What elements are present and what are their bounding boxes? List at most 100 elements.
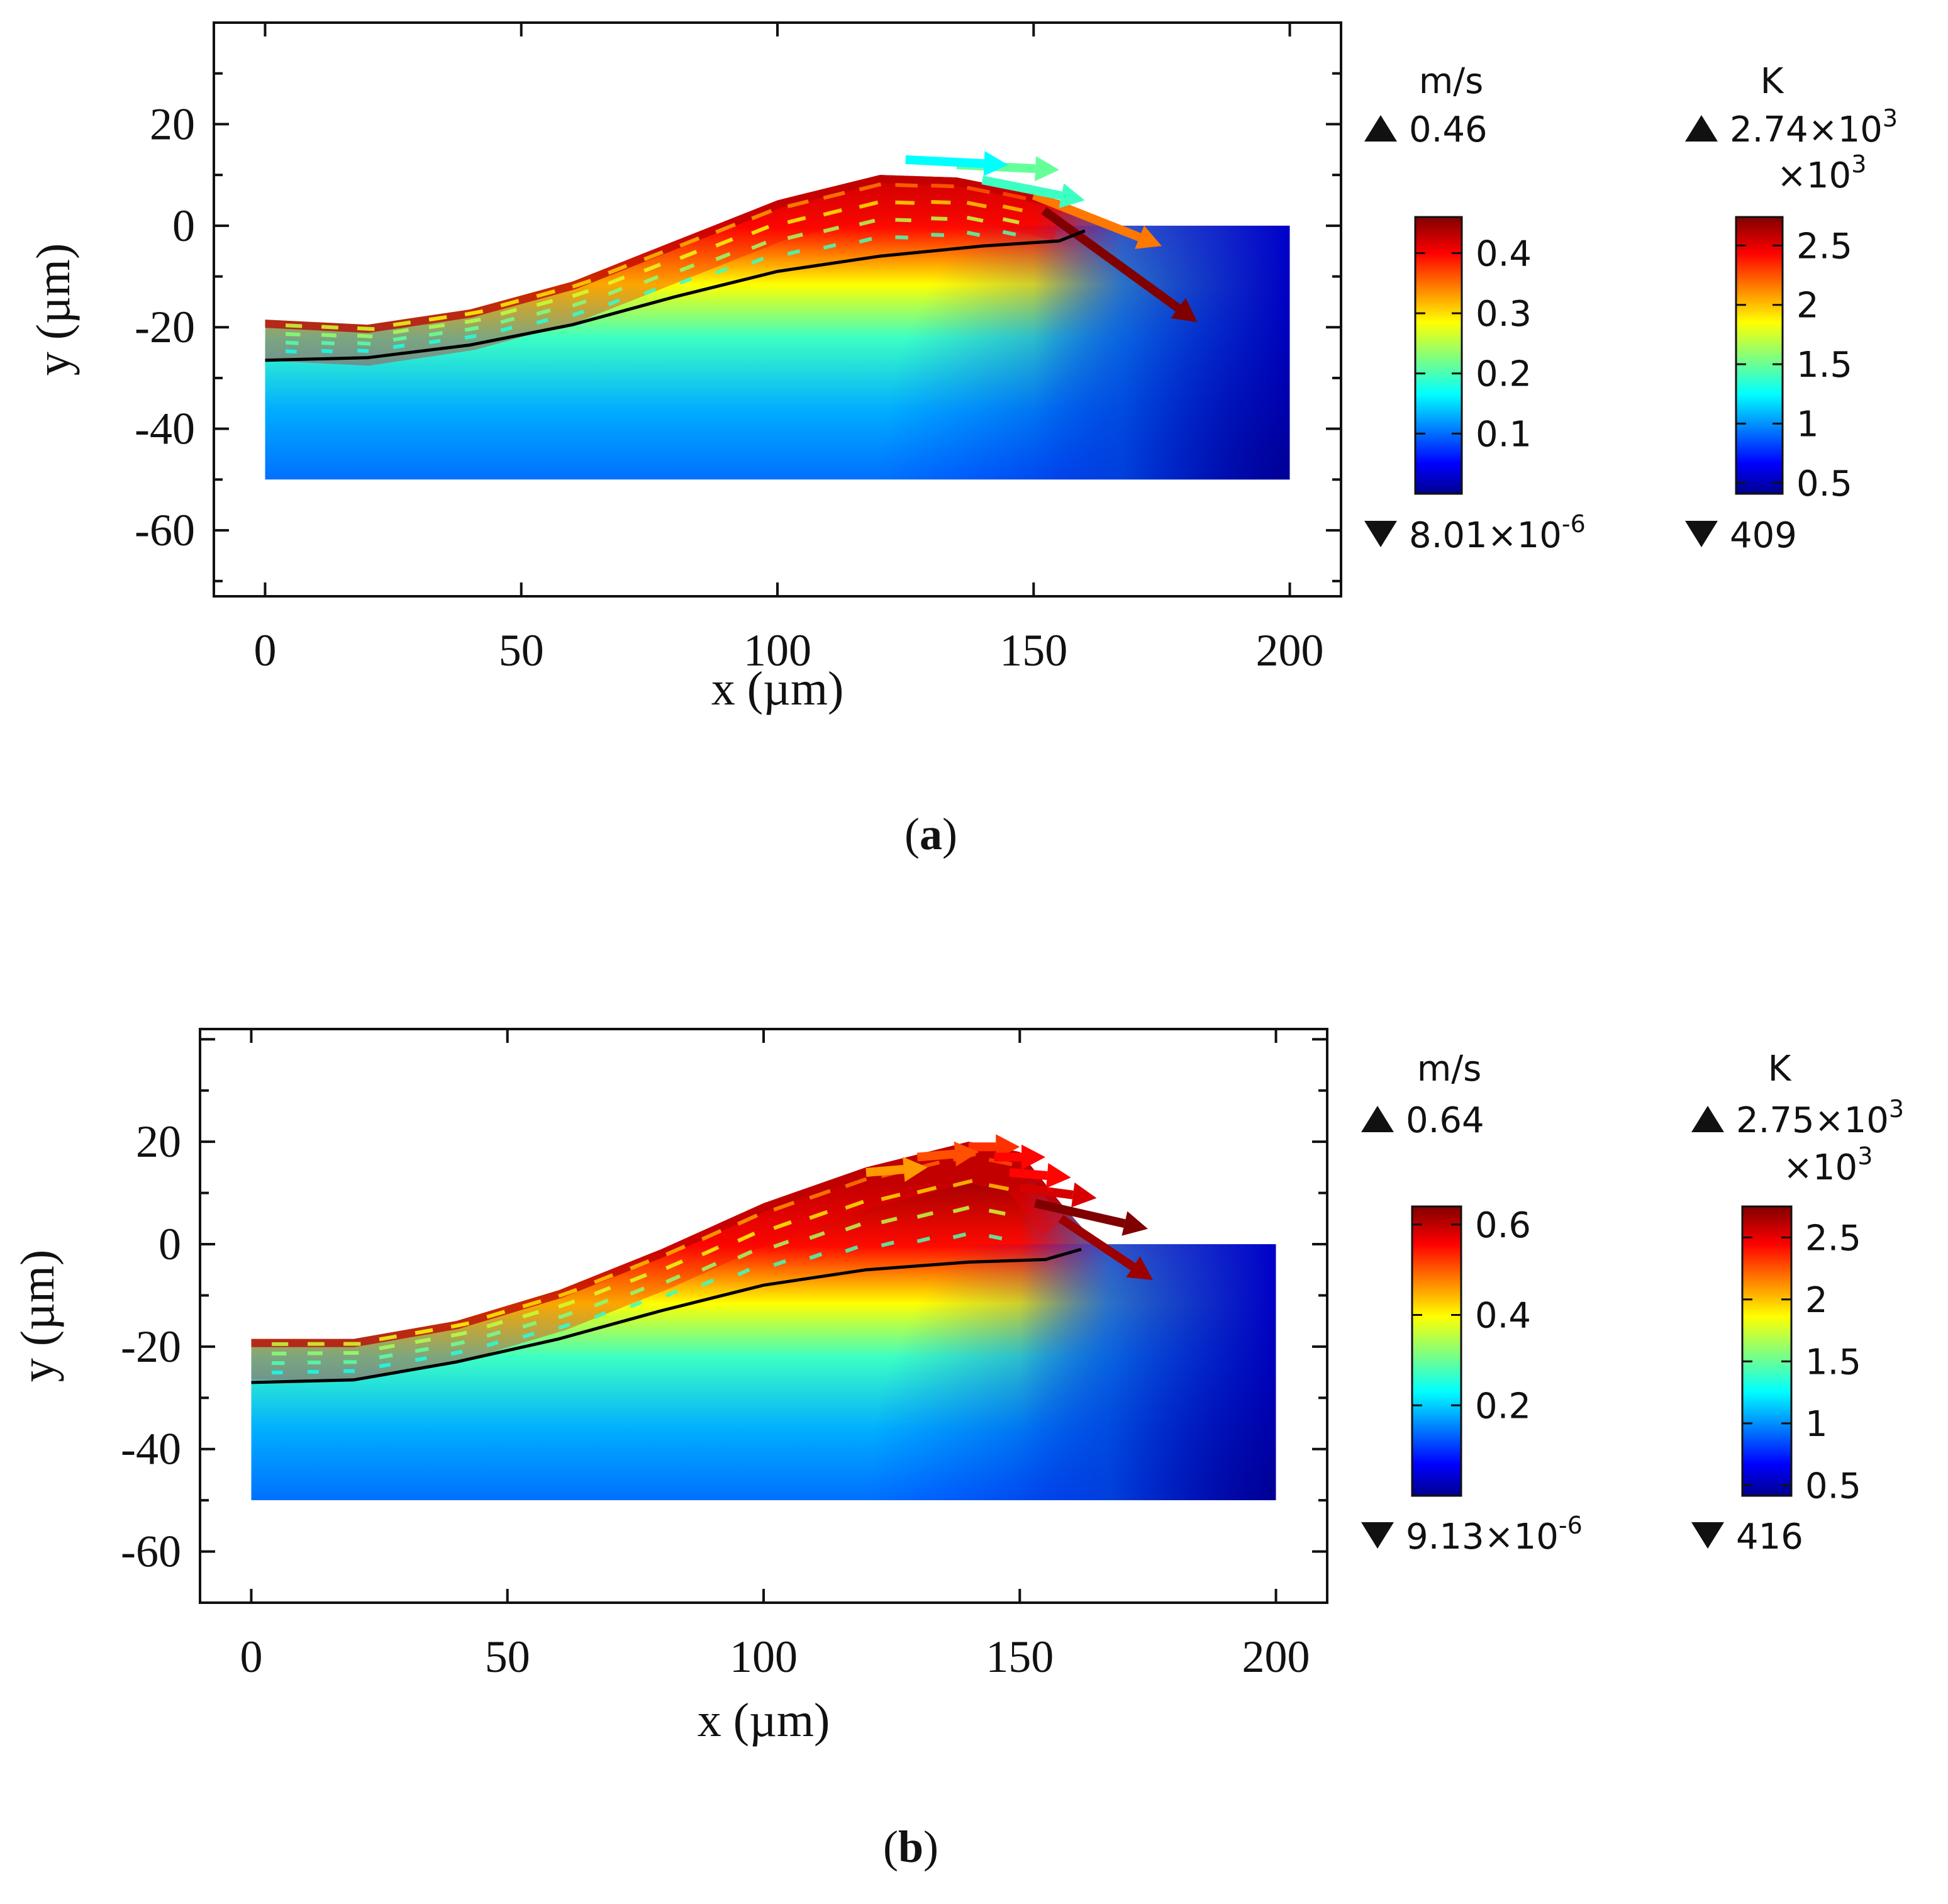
flow-dash bbox=[787, 216, 806, 225]
colorbar-tick-label: 1 bbox=[1805, 1404, 1828, 1445]
flow-dash bbox=[522, 1310, 540, 1319]
temperature-colorbar bbox=[1741, 1205, 1793, 1497]
flow-dash bbox=[643, 250, 664, 262]
flow-arrow bbox=[1019, 1182, 1097, 1208]
min-triangle-icon bbox=[1364, 521, 1397, 547]
flow-dash bbox=[845, 1222, 862, 1232]
flow-dash bbox=[357, 326, 375, 331]
flow-dash bbox=[787, 249, 801, 256]
flow-dash bbox=[916, 1186, 937, 1194]
y-tick-label: 0 bbox=[172, 201, 195, 251]
flow-dash bbox=[285, 349, 297, 354]
colorbar-tick-label: 0.4 bbox=[1476, 233, 1532, 274]
velocity-min: 8.01×10-6 bbox=[1409, 510, 1586, 556]
flow-dash bbox=[823, 243, 837, 250]
flow-dash bbox=[536, 318, 549, 325]
flow-dash bbox=[522, 1299, 542, 1309]
flow-dash bbox=[285, 331, 301, 337]
y-tick-label: -60 bbox=[135, 505, 195, 555]
colorbar-tick-label: 2.5 bbox=[1805, 1218, 1861, 1259]
velocity-colorbar-ticks: 0.1 0.2 0.3 0.4 bbox=[1415, 233, 1532, 455]
flow-arrow bbox=[981, 175, 1085, 208]
flow-dash bbox=[630, 1300, 643, 1308]
flow-dash bbox=[572, 289, 589, 298]
flow-dash bbox=[859, 218, 876, 226]
flow-dash bbox=[737, 1232, 755, 1243]
flow-dash bbox=[988, 1234, 1003, 1241]
flow-dash bbox=[522, 1320, 537, 1329]
flow-dash bbox=[966, 216, 984, 223]
flow-dash bbox=[594, 1273, 614, 1284]
flow-dash bbox=[500, 299, 520, 308]
flow-dash bbox=[895, 235, 908, 240]
flow-dash bbox=[450, 1349, 463, 1356]
flow-dash bbox=[809, 1210, 828, 1220]
flow-dash bbox=[679, 277, 693, 285]
flow-dash bbox=[988, 1183, 1010, 1191]
y-axis-label: y (µm) bbox=[11, 1250, 64, 1383]
flow-arrow bbox=[994, 1144, 1045, 1170]
temperature-colorbar-ticks: 0.5 1 1.5 2 2.5 bbox=[1736, 226, 1852, 504]
flow-dash bbox=[916, 1211, 934, 1219]
flow-dash bbox=[859, 182, 882, 192]
colorbar-tick-label: 1 bbox=[1796, 404, 1819, 445]
flow-dash bbox=[773, 1220, 792, 1230]
velocity-max: 0.64 bbox=[1406, 1100, 1484, 1141]
x-tick-label: 50 bbox=[485, 1632, 530, 1682]
flow-dash bbox=[594, 1286, 611, 1296]
flow-dash bbox=[701, 1262, 717, 1272]
velocity-min: 9.13×10-6 bbox=[1406, 1512, 1583, 1557]
melt-inner-band bbox=[265, 175, 1065, 366]
flow-dash bbox=[823, 191, 845, 200]
velocity-max: 0.46 bbox=[1409, 109, 1488, 150]
flow-dash bbox=[392, 320, 411, 327]
flow-arrow bbox=[1034, 1199, 1148, 1236]
flow-dash bbox=[450, 1330, 467, 1338]
y-tick-label: -60 bbox=[121, 1527, 181, 1577]
melt-pool-boundary bbox=[265, 229, 1086, 362]
flow-dash bbox=[737, 1213, 758, 1226]
max-triangle-icon bbox=[1361, 1106, 1394, 1132]
melt-pool-boundary bbox=[251, 1247, 1082, 1384]
colorbar-tick-label: 0.4 bbox=[1475, 1296, 1531, 1337]
flow-dash bbox=[966, 186, 991, 194]
flow-dash bbox=[630, 1272, 647, 1283]
flow-dash bbox=[773, 1239, 789, 1249]
flow-dash bbox=[881, 1216, 898, 1225]
flow-dash bbox=[558, 1299, 576, 1309]
flow-dash bbox=[751, 225, 770, 235]
flow-dash bbox=[916, 1236, 931, 1244]
flow-dash bbox=[679, 250, 698, 260]
flow-dash bbox=[379, 1344, 395, 1350]
flow-dash bbox=[881, 1193, 901, 1201]
temperature-legend: K 2.75×103 ×103 0.5 1 1.5 2 2.5 416 bbox=[1691, 1049, 1904, 1557]
flow-dash bbox=[665, 1259, 684, 1271]
flow-dash bbox=[428, 315, 447, 322]
flow-dash bbox=[630, 1286, 645, 1296]
velocity-legend: m/s 0.64 0.2 0.4 0.6 9.13×10-6 bbox=[1361, 1049, 1583, 1557]
flow-dash bbox=[845, 1177, 867, 1188]
flow-dash bbox=[558, 1288, 578, 1298]
flow-dash bbox=[572, 279, 592, 289]
colorbar-tick-label: 2.5 bbox=[1796, 226, 1852, 267]
flow-dash bbox=[500, 325, 513, 333]
flow-dash bbox=[715, 223, 736, 234]
flow-dash bbox=[464, 317, 481, 325]
flow-dash bbox=[392, 335, 407, 342]
x-tick-label: 200 bbox=[1256, 625, 1324, 676]
flow-dash bbox=[665, 1274, 681, 1284]
flow-dash bbox=[536, 308, 551, 316]
flow-dash bbox=[809, 1252, 823, 1261]
flow-dash bbox=[594, 1311, 607, 1320]
temperature-field bbox=[265, 175, 1290, 480]
x-tick-label: 0 bbox=[253, 625, 276, 676]
melt-inner-band bbox=[251, 1142, 1078, 1380]
flow-dash bbox=[558, 1311, 573, 1320]
temperature-field bbox=[251, 1142, 1276, 1501]
y-tick-label: -20 bbox=[121, 1322, 181, 1372]
flow-dash bbox=[428, 331, 443, 337]
colorbar-tick-label: 0.2 bbox=[1475, 1386, 1531, 1427]
flow-dash bbox=[701, 1245, 720, 1257]
colorbar-tick-label: 0.5 bbox=[1796, 464, 1852, 504]
flow-dash bbox=[321, 325, 338, 330]
